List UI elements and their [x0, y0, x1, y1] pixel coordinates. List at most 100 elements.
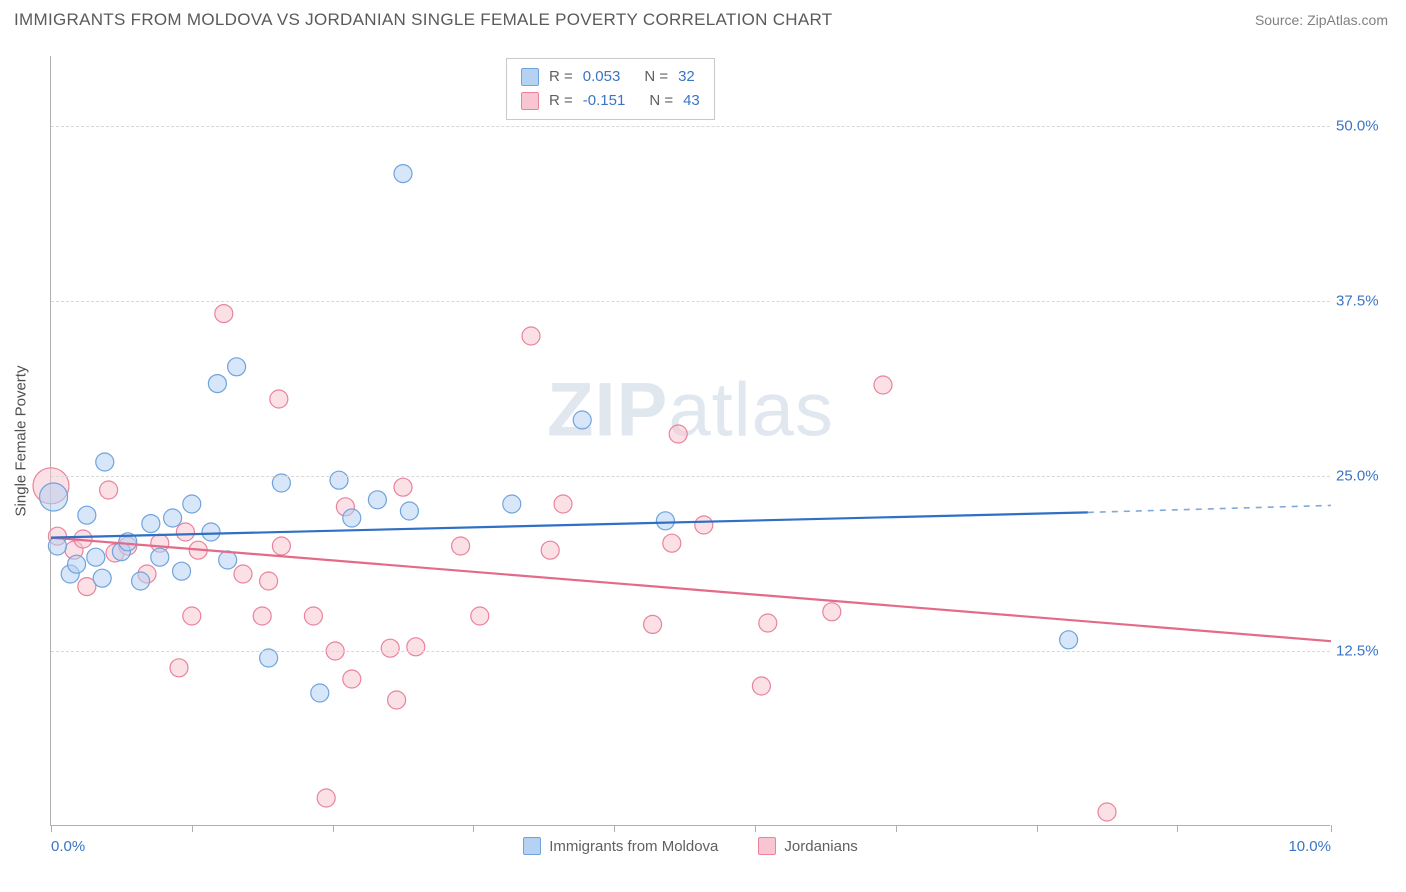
x-tick-label: 10.0% — [1288, 838, 1331, 855]
x-tick — [473, 825, 474, 832]
data-point — [202, 523, 220, 541]
data-point — [343, 670, 361, 688]
data-point — [759, 614, 777, 632]
y-tick-label: 50.0% — [1336, 118, 1392, 135]
x-tick — [51, 825, 52, 832]
data-point — [503, 495, 521, 513]
x-tick — [896, 825, 897, 832]
chart-title: IMMIGRANTS FROM MOLDOVA VS JORDANIAN SIN… — [14, 10, 832, 30]
data-point — [541, 541, 559, 559]
data-point — [132, 572, 150, 590]
x-tick — [755, 825, 756, 832]
data-point — [78, 506, 96, 524]
data-point — [1098, 803, 1116, 821]
data-point — [215, 305, 233, 323]
data-point — [317, 789, 335, 807]
data-point — [260, 572, 278, 590]
x-tick — [192, 825, 193, 832]
data-point — [644, 615, 662, 633]
data-point — [522, 327, 540, 345]
data-point — [93, 569, 111, 587]
data-point — [381, 639, 399, 657]
legend-item: Immigrants from Moldova — [523, 837, 718, 855]
data-point — [208, 375, 226, 393]
data-point — [752, 677, 770, 695]
gridline — [51, 126, 1330, 127]
legend-swatch-icon — [521, 92, 539, 110]
data-point — [388, 691, 406, 709]
data-point — [823, 603, 841, 621]
legend-swatch-icon — [521, 68, 539, 86]
gridline — [51, 476, 1330, 477]
x-tick — [1331, 825, 1332, 832]
legend-n-value: 32 — [678, 65, 695, 89]
scatter-svg — [51, 56, 1330, 825]
data-point — [151, 548, 169, 566]
x-tick — [614, 825, 615, 832]
data-point — [272, 537, 290, 555]
data-point — [40, 483, 68, 511]
data-point — [176, 523, 194, 541]
data-point — [343, 509, 361, 527]
data-point — [311, 684, 329, 702]
data-point — [394, 165, 412, 183]
data-point — [183, 495, 201, 513]
data-point — [100, 481, 118, 499]
chart-plot-area: Single Female Poverty ZIPatlas R =0.053N… — [50, 56, 1330, 826]
data-point — [304, 607, 322, 625]
data-point — [656, 512, 674, 530]
legend-r-label: R = — [549, 89, 573, 113]
data-point — [253, 607, 271, 625]
x-tick — [333, 825, 334, 832]
data-point — [68, 555, 86, 573]
data-point — [874, 376, 892, 394]
data-point — [87, 548, 105, 566]
data-point — [330, 471, 348, 489]
data-point — [394, 478, 412, 496]
legend-r-value: 0.053 — [583, 65, 621, 89]
legend-series-label: Immigrants from Moldova — [549, 838, 718, 855]
data-point — [173, 562, 191, 580]
y-tick-label: 12.5% — [1336, 643, 1392, 660]
legend-n-value: 43 — [683, 89, 700, 113]
data-point — [234, 565, 252, 583]
data-point — [573, 411, 591, 429]
legend-r-label: R = — [549, 65, 573, 89]
data-point — [669, 425, 687, 443]
y-tick-label: 25.0% — [1336, 468, 1392, 485]
legend-swatch-icon — [523, 837, 541, 855]
legend-swatch-icon — [758, 837, 776, 855]
gridline — [51, 301, 1330, 302]
data-point — [170, 659, 188, 677]
correlation-legend: R = 0.053 N = 32R = -0.151 N = 43 — [506, 58, 715, 120]
series-legend: Immigrants from Moldova Jordanians — [51, 837, 1330, 855]
x-tick — [1037, 825, 1038, 832]
legend-r-value: -0.151 — [583, 89, 626, 113]
data-point — [96, 453, 114, 471]
source-label: Source: ZipAtlas.com — [1255, 12, 1388, 28]
x-tick — [1177, 825, 1178, 832]
legend-series-label: Jordanians — [784, 838, 857, 855]
data-point — [219, 551, 237, 569]
data-point — [452, 537, 470, 555]
data-point — [400, 502, 418, 520]
legend-n-label: N = — [644, 65, 668, 89]
data-point — [471, 607, 489, 625]
y-axis-title: Single Female Poverty — [13, 365, 30, 516]
data-point — [270, 390, 288, 408]
gridline — [51, 651, 1330, 652]
trend-line-b — [51, 538, 1331, 642]
data-point — [1060, 631, 1078, 649]
legend-row: R = 0.053 N = 32 — [521, 65, 700, 89]
legend-row: R =-0.151N =43 — [521, 89, 700, 113]
data-point — [695, 516, 713, 534]
data-point — [183, 607, 201, 625]
data-point — [554, 495, 572, 513]
data-point — [228, 358, 246, 376]
legend-item: Jordanians — [758, 837, 857, 855]
y-tick-label: 37.5% — [1336, 293, 1392, 310]
data-point — [407, 638, 425, 656]
data-point — [368, 491, 386, 509]
x-tick-label: 0.0% — [51, 838, 85, 855]
data-point — [142, 515, 160, 533]
